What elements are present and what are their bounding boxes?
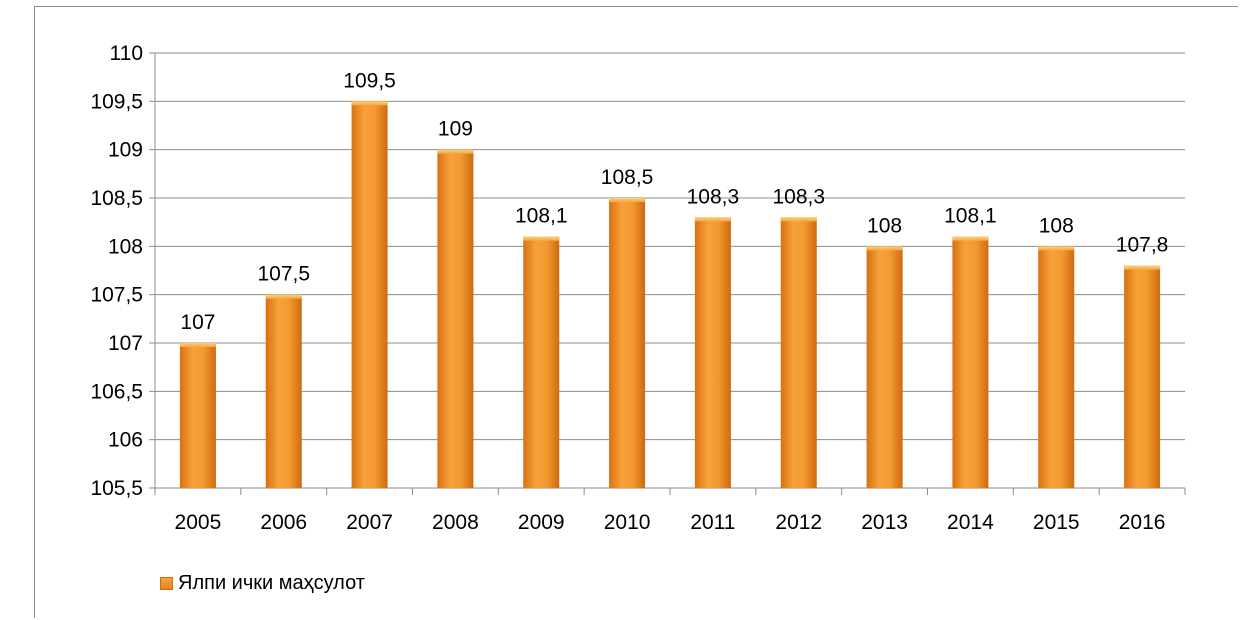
x-tick-label: 2009 xyxy=(518,511,565,534)
legend-swatch xyxy=(160,577,173,590)
x-tick-label: 2005 xyxy=(175,511,222,534)
bar xyxy=(952,236,989,488)
x-tick-label: 2010 xyxy=(604,511,651,534)
data-label: 108,1 xyxy=(944,205,997,228)
x-tick-label: 2015 xyxy=(1033,511,1080,534)
data-label: 108 xyxy=(1039,214,1074,237)
labels: 105,5 106 106,5 107 107,5 108 108,5 109 109,5 110… xyxy=(90,42,1168,534)
x-tick-label: 2013 xyxy=(861,511,908,534)
data-label: 109,5 xyxy=(343,69,396,92)
legend-label: Ялпи ички маҳсулот xyxy=(178,572,365,594)
data-label: 107,8 xyxy=(1116,234,1169,257)
data-label: 108,3 xyxy=(687,185,740,208)
y-tick-label: 109 xyxy=(108,139,143,162)
y-tick-label: 109,5 xyxy=(90,90,143,113)
legend: Ялпи ички маҳсулот xyxy=(160,572,365,595)
bar-cap xyxy=(351,101,388,106)
bar-cap xyxy=(265,294,302,299)
bar-cap xyxy=(179,343,216,347)
bar-cap xyxy=(780,217,817,222)
x-tick-label: 2008 xyxy=(432,511,479,534)
bar xyxy=(1038,246,1075,488)
x-tick-label: 2006 xyxy=(260,511,307,534)
bar xyxy=(1124,265,1161,488)
bar-cap xyxy=(609,198,646,202)
bar-cap xyxy=(866,246,903,251)
bar-cap xyxy=(1124,265,1161,270)
bar xyxy=(609,198,646,488)
data-label: 108,3 xyxy=(772,185,825,208)
axes xyxy=(149,52,1186,495)
bar-cap xyxy=(437,149,474,154)
bar xyxy=(437,149,474,488)
data-label: 108,5 xyxy=(601,166,654,189)
y-tick-label: 106 xyxy=(108,429,143,452)
bar-cap xyxy=(1038,246,1075,251)
bar xyxy=(179,343,216,488)
y-tick-label: 110 xyxy=(110,42,143,65)
bar-cap xyxy=(523,236,560,241)
x-tick-label: 2011 xyxy=(690,511,735,534)
data-label: 109 xyxy=(438,118,473,141)
data-label: 108,1 xyxy=(515,205,568,228)
data-label: 107,5 xyxy=(257,263,310,286)
y-tick-label: 107 xyxy=(108,332,143,355)
y-tick-label: 105,5 xyxy=(90,477,143,500)
y-tick-label: 106,5 xyxy=(90,380,143,403)
bars xyxy=(179,101,1161,489)
bar xyxy=(351,101,388,488)
chart-frame xyxy=(34,6,1238,618)
bar xyxy=(523,236,560,488)
data-label: 108 xyxy=(867,214,902,237)
y-tick-label: 108 xyxy=(108,235,143,258)
bar-cap xyxy=(694,217,731,222)
bar xyxy=(866,246,903,488)
x-tick-label: 2014 xyxy=(947,511,994,534)
data-label: 107 xyxy=(180,311,215,334)
x-tick-label: 2016 xyxy=(1119,511,1166,534)
y-tick-label: 108,5 xyxy=(90,187,143,210)
y-tick-label: 107,5 xyxy=(90,284,143,307)
bar xyxy=(694,217,731,489)
x-tick-label: 2012 xyxy=(775,511,822,534)
bar xyxy=(780,217,817,489)
x-tick-label: 2007 xyxy=(346,511,393,534)
bar xyxy=(265,294,302,488)
bar-cap xyxy=(952,236,989,241)
